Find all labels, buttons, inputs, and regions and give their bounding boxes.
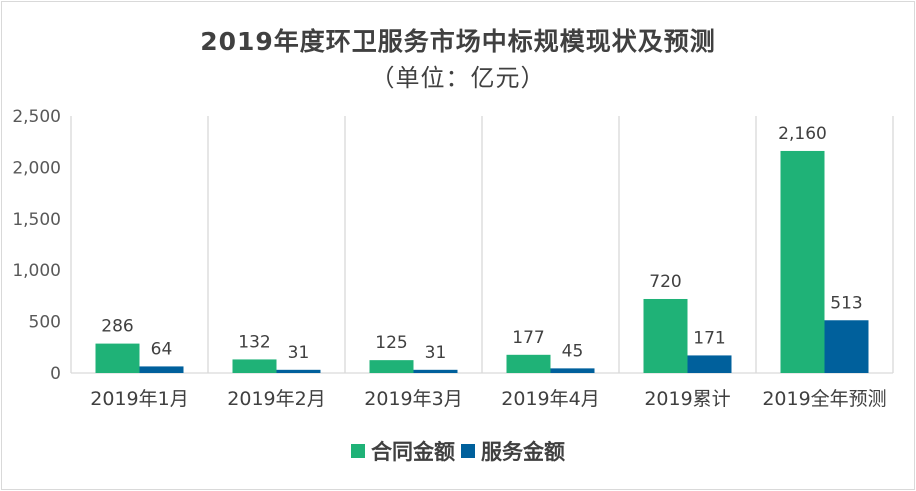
chart-title: 2019年度环卫服务市场中标规模现状及预测 (200, 27, 716, 56)
bar-contract (643, 298, 688, 373)
legend-label-contract: 合同金额 (371, 440, 455, 464)
legend-item-service: 服务金额 (461, 436, 565, 466)
data-label: 125 (375, 333, 407, 353)
x-tick-label: 2019累计 (644, 388, 730, 410)
x-tick-label: 2019年3月 (364, 388, 462, 410)
data-label: 31 (425, 343, 447, 363)
x-tick-label: 2019年4月 (501, 388, 599, 410)
data-label: 171 (693, 328, 725, 348)
chart-subtitle: （单位：亿元） (370, 64, 546, 92)
data-label: 64 (151, 339, 173, 359)
bar-contract (232, 359, 277, 373)
data-label: 513 (830, 293, 862, 313)
x-tick-label: 2019全年预测 (762, 388, 886, 410)
data-label: 720 (649, 272, 681, 292)
x-tick-label: 2019年2月 (227, 388, 325, 410)
y-tick-label: 2,000 (12, 158, 61, 178)
data-label: 2,160 (778, 124, 827, 144)
y-tick-label: 0 (50, 364, 61, 384)
bar-service (139, 366, 184, 373)
bar-service (824, 320, 869, 373)
y-tick-label: 500 (29, 313, 61, 333)
bar-contract (506, 354, 551, 373)
y-tick-label: 1,500 (12, 210, 61, 230)
bar-contract (95, 343, 140, 373)
legend-item-contract: 合同金额 (351, 436, 455, 466)
bar-service (687, 355, 732, 373)
data-label: 132 (238, 332, 270, 352)
bar-service (550, 368, 595, 373)
bar-service (276, 369, 321, 373)
data-label: 286 (101, 317, 133, 337)
bar-contract (369, 360, 414, 373)
legend-swatch-service (461, 444, 475, 458)
bar-service (413, 369, 458, 373)
y-tick-label: 1,000 (12, 261, 61, 281)
y-tick-label: 2,500 (12, 107, 61, 127)
chart-legend: 合同金额 服务金额 (0, 436, 916, 466)
data-label: 31 (288, 343, 310, 363)
x-tick-label: 2019年1月 (90, 388, 188, 410)
legend-swatch-contract (351, 444, 365, 458)
data-label: 45 (562, 341, 584, 361)
legend-label-service: 服务金额 (481, 440, 565, 464)
data-label: 177 (512, 328, 544, 348)
bar-contract (780, 150, 825, 373)
